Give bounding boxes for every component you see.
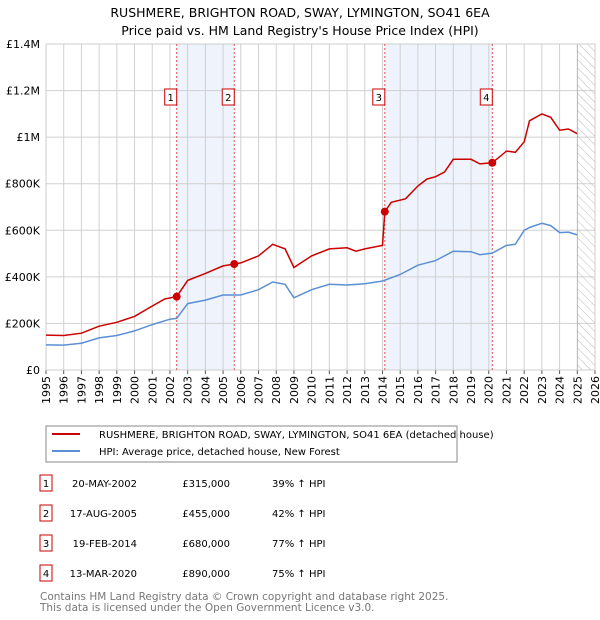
forecast-hatch [577, 43, 596, 371]
x-tick-label: 2006 [235, 376, 248, 404]
sale-label: 4 [483, 93, 489, 104]
row-number: 3 [43, 539, 49, 550]
sale-point [172, 292, 181, 301]
sale-label: 2 [225, 93, 231, 104]
x-tick-label: 2015 [394, 376, 407, 404]
sale-label: 3 [376, 93, 382, 104]
row-date: 13-MAR-2020 [70, 569, 137, 580]
row-number-box [39, 474, 53, 492]
row-number-box [39, 564, 53, 582]
x-tick-label: 2012 [341, 376, 354, 404]
x-tick-label: 2018 [447, 376, 460, 404]
row-hpi-change: 39% ↑ HPI [272, 479, 325, 490]
sale-point [488, 158, 497, 167]
row-hpi-change: 77% ↑ HPI [272, 539, 325, 550]
sale-point [230, 260, 239, 269]
footer-licence: This data is licensed under the Open Gov… [39, 602, 375, 614]
row-hpi-change: 42% ↑ HPI [272, 509, 325, 520]
row-number-box [39, 504, 53, 522]
x-tick-label: 2000 [129, 376, 142, 404]
y-tick-label: £1.4M [6, 38, 40, 51]
x-tick-label: 2017 [430, 376, 443, 404]
row-number: 4 [43, 569, 49, 580]
row-date: 17-AUG-2005 [70, 509, 137, 520]
sale-label-box [164, 88, 178, 106]
row-price: £890,000 [182, 569, 230, 580]
legend-property-label: RUSHMERE, BRIGHTON ROAD, SWAY, LYMINGTON… [99, 430, 494, 441]
shaded-period-2 [384, 44, 493, 370]
x-tick-label: 2026 [589, 376, 600, 404]
chart-title: RUSHMERE, BRIGHTON ROAD, SWAY, LYMINGTON… [110, 5, 490, 20]
x-tick-label: 2016 [412, 376, 425, 404]
row-hpi-change: 75% ↑ HPI [272, 569, 325, 580]
x-tick-label: 1998 [93, 376, 106, 404]
x-tick-label: 2025 [571, 376, 584, 404]
x-tick-label: 2024 [554, 376, 567, 404]
row-number-box [39, 534, 53, 552]
x-tick-label: 2008 [270, 376, 283, 404]
x-tick-label: 2019 [465, 376, 478, 404]
x-tick-label: 1996 [58, 376, 71, 404]
y-tick-label: £800K [5, 178, 41, 191]
x-tick-label: 2021 [500, 376, 513, 404]
property-price-line [45, 113, 578, 337]
row-date: 19-FEB-2014 [73, 539, 137, 550]
y-tick-label: £0 [26, 364, 40, 377]
row-price: £680,000 [182, 539, 230, 550]
sale-point [380, 207, 389, 216]
x-tick-label: 2014 [376, 376, 389, 404]
row-number: 1 [43, 479, 49, 490]
y-tick-label: £200K [5, 317, 41, 330]
table-row: 2 17-AUG-2005 £455,000 42% ↑ HPI [39, 504, 325, 522]
transactions-table: 1 20-MAY-2002 £315,000 39% ↑ HPI 2 17-AUG-200… [39, 474, 325, 582]
chart-subtitle: Price paid vs. HM Land Registry's House … [121, 23, 478, 38]
x-tick-label: 2005 [217, 376, 230, 404]
x-tick-label: 2020 [483, 376, 496, 404]
x-tick-label: 2001 [146, 376, 159, 404]
y-tick-label: £400K [5, 271, 41, 284]
y-tick-label: £1M [17, 131, 41, 144]
x-tick-label: 2011 [323, 376, 336, 404]
plot-border [45, 43, 596, 371]
x-tick-label: 2002 [164, 376, 177, 404]
x-tick-label: 2023 [536, 376, 549, 404]
sale-label: 1 [168, 93, 174, 104]
x-tick-label: 2004 [199, 376, 212, 404]
table-row: 4 13-MAR-2020 £890,000 75% ↑ HPI [39, 564, 325, 582]
y-tick-label: £1.2M [6, 85, 40, 98]
x-tick-label: 1999 [111, 376, 124, 404]
legend-box [45, 425, 458, 463]
sale-label-box [372, 88, 386, 106]
x-tick-label: 2013 [359, 376, 372, 404]
x-tick-label: 2010 [306, 376, 319, 404]
row-number: 2 [43, 509, 49, 520]
table-row: 3 19-FEB-2014 £680,000 77% ↑ HPI [39, 534, 325, 552]
x-tick-label: 1995 [40, 376, 53, 404]
x-tick-label: 1997 [75, 376, 88, 404]
sale-label-box [221, 88, 235, 106]
row-price: £315,000 [182, 479, 230, 490]
x-tick-label: 2003 [182, 376, 195, 404]
legend: RUSHMERE, BRIGHTON ROAD, SWAY, LYMINGTON… [45, 425, 494, 463]
sale-label-box [479, 88, 493, 106]
y-tick-label: £600K [5, 224, 41, 237]
hpi-line [45, 222, 578, 346]
row-price: £455,000 [182, 509, 230, 520]
x-tick-label: 2009 [288, 376, 301, 404]
table-row: 1 20-MAY-2002 £315,000 39% ↑ HPI [39, 474, 325, 492]
row-date: 20-MAY-2002 [72, 479, 137, 490]
legend-hpi-label: HPI: Average price, detached house, New … [99, 447, 340, 458]
x-tick-label: 2022 [518, 376, 531, 404]
x-tick-label: 2007 [253, 376, 266, 404]
footer-copyright: Contains HM Land Registry data © Crown c… [40, 591, 448, 603]
